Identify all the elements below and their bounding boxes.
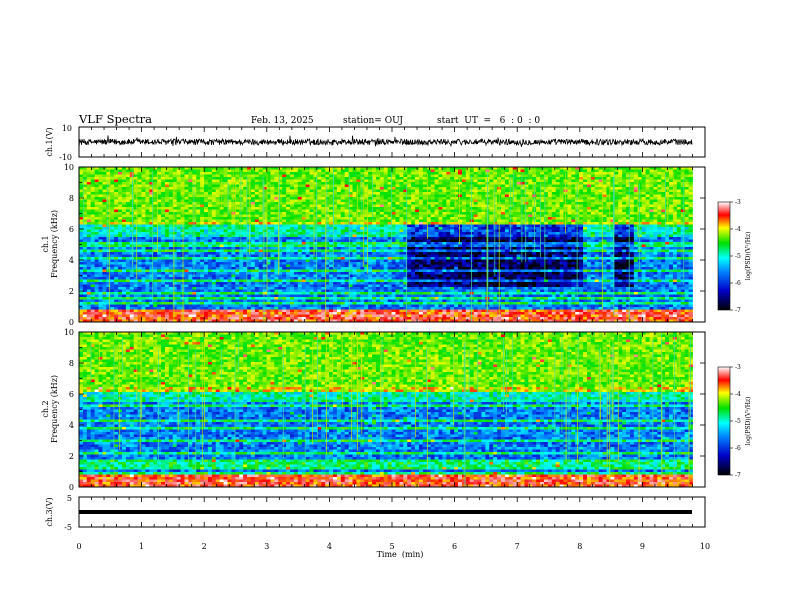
ch1-ytick-bottom: -10 bbox=[59, 153, 72, 162]
ch2-spectrogram-ylabel-frequency: Frequency (kHz) bbox=[50, 375, 59, 443]
ch1-ylabel: ch.1(V) bbox=[45, 127, 54, 156]
time-tick-label: 0 bbox=[76, 542, 81, 551]
colorbar-tick-label: -4 bbox=[735, 226, 741, 233]
y-tick-label: 4 bbox=[69, 421, 74, 430]
ch2-spectrogram-yticks: 0 2 4 6 8 10 bbox=[64, 328, 705, 492]
ch2-colorbar-scale bbox=[717, 366, 731, 476]
y-tick-label: 0 bbox=[69, 318, 74, 327]
ch2-spectrogram bbox=[79, 332, 693, 487]
ch1-ytick-top: 10 bbox=[62, 124, 72, 133]
y-tick-label: 6 bbox=[69, 390, 74, 399]
station-label: station= OUJ bbox=[343, 116, 403, 126]
time-tick-label: 9 bbox=[640, 542, 645, 551]
ch1-colorbar-label: log(PSD)(V²/Hz) bbox=[745, 232, 752, 281]
ch1-colorbar-scale bbox=[717, 201, 731, 311]
ch1-spectrogram bbox=[79, 167, 693, 322]
colorbar-tick-label: -7 bbox=[735, 472, 741, 479]
ch2-spectrogram-panel: 0 2 4 6 8 10 ch.2 Frequency (kHz) bbox=[41, 328, 706, 492]
date-label: Feb. 13, 2025 bbox=[251, 116, 314, 126]
ch1-colorbar-ticks: -3 -4 -5 -6 -7 bbox=[730, 199, 741, 314]
colorbar-tick-label: -5 bbox=[735, 253, 741, 260]
ch1-colorbar: -3 -4 -5 -6 -7 log(PSD)(V²/Hz) bbox=[717, 199, 752, 314]
y-tick-label: 8 bbox=[69, 359, 74, 368]
time-tick-label: 8 bbox=[577, 542, 582, 551]
ch1-waveform-trace bbox=[78, 135, 693, 149]
ch1-spectrogram-yticks: 0 2 4 6 8 10 bbox=[64, 163, 705, 327]
ch3-waveform-ticks bbox=[78, 497, 706, 527]
ch1-spectrogram-ylabel-channel: ch.1 bbox=[41, 235, 50, 252]
ch3-ytick-top: 5 bbox=[67, 494, 72, 503]
time-tick-label: 2 bbox=[202, 542, 207, 551]
ch2-colorbar-label: log(PSD)(V²/Hz) bbox=[745, 397, 752, 446]
ch3-ytick-bottom: -5 bbox=[64, 523, 72, 532]
figure-title: VLF Spectra bbox=[78, 112, 152, 126]
colorbar-tick-label: -3 bbox=[735, 199, 741, 206]
colorbar-tick-label: -6 bbox=[735, 280, 741, 287]
ch2-colorbar: -3 -4 -5 -6 -7 log(PSD)(V²/Hz) bbox=[717, 364, 752, 479]
time-tick-label: 3 bbox=[264, 542, 269, 551]
ch1-spectrogram-xticks bbox=[78, 167, 706, 322]
colorbar-tick-label: -7 bbox=[735, 307, 741, 314]
colorbar-tick-label: -6 bbox=[735, 445, 741, 452]
y-tick-label: 2 bbox=[69, 452, 74, 461]
ch2-colorbar-ticks: -3 -4 -5 -6 -7 bbox=[730, 364, 741, 479]
colorbar-tick-label: -4 bbox=[735, 391, 741, 398]
y-tick-label: 10 bbox=[64, 163, 74, 172]
ch2-spectrogram-ylabel-channel: ch.2 bbox=[41, 400, 50, 417]
ch1-spectrogram-panel: 0 2 4 6 8 10 ch.1 Frequency (kHz) bbox=[41, 163, 706, 327]
colorbar-tick-label: -5 bbox=[735, 418, 741, 425]
y-tick-label: 6 bbox=[69, 225, 74, 234]
ch3-waveform-panel: 5 -5 ch.3(V) 0 1 2 3 4 5 6 7 8 9 10 Time (min) bbox=[45, 494, 710, 559]
y-tick-label: 8 bbox=[69, 194, 74, 203]
colorbar-tick-label: -3 bbox=[735, 364, 741, 371]
y-tick-label: 10 bbox=[64, 328, 74, 337]
time-tick-label: 1 bbox=[139, 542, 144, 551]
start-time-label: start UT = 6 : 0 : 0 bbox=[437, 116, 540, 126]
time-axis-label: Time (min) bbox=[377, 550, 424, 559]
ch2-spectrogram-xticks bbox=[78, 332, 706, 487]
time-tick-label: 7 bbox=[515, 542, 520, 551]
time-tick-label: 6 bbox=[452, 542, 457, 551]
ch3-ylabel: ch.3(V) bbox=[45, 497, 54, 526]
y-tick-label: 2 bbox=[69, 287, 74, 296]
time-axis-ticklabels: 0 1 2 3 4 5 6 7 8 9 10 bbox=[76, 542, 710, 551]
ch1-waveform-ticks bbox=[78, 127, 706, 157]
ch1-waveform-panel: 10 -10 ch.1(V) bbox=[45, 124, 706, 162]
time-tick-label: 4 bbox=[327, 542, 332, 551]
ch1-spectrogram-ylabel-frequency: Frequency (kHz) bbox=[50, 210, 59, 278]
y-tick-label: 4 bbox=[69, 256, 74, 265]
time-tick-label: 10 bbox=[700, 542, 710, 551]
y-tick-label: 0 bbox=[69, 483, 74, 492]
time-tick-label: 5 bbox=[389, 542, 394, 551]
